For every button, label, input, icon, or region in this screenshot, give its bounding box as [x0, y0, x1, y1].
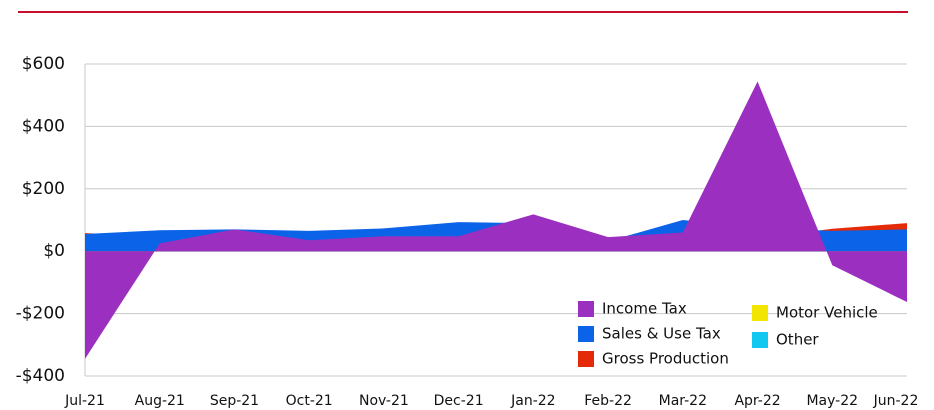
- legend-swatch: [578, 301, 594, 317]
- x-tick-label: Feb-22: [584, 393, 632, 409]
- y-tick-label: $0: [43, 241, 65, 261]
- y-tick-label: $400: [22, 116, 65, 136]
- x-tick-label: Jun-22: [873, 393, 919, 409]
- legend-label: Income Tax: [602, 300, 687, 318]
- x-tick-label: Mar-22: [659, 393, 707, 409]
- x-tick-label: May-22: [806, 393, 858, 409]
- x-tick-label: Oct-21: [286, 393, 333, 409]
- x-tick-label: Aug-21: [135, 393, 185, 409]
- x-tick-label: Dec-21: [434, 393, 484, 409]
- legend-swatch: [752, 332, 768, 348]
- y-tick-label: $600: [22, 54, 65, 74]
- x-tick-label: Apr-22: [734, 393, 780, 409]
- x-tick-label: Jan-22: [510, 393, 555, 409]
- y-tick-label: -$200: [16, 304, 65, 324]
- y-tick-label: -$400: [16, 366, 65, 386]
- legend-swatch: [752, 305, 768, 321]
- area: [85, 81, 907, 359]
- legend-label: Gross Production: [602, 350, 729, 368]
- legend-label: Sales & Use Tax: [602, 325, 721, 343]
- legend-label: Other: [776, 331, 819, 349]
- x-tick-label: Nov-21: [359, 393, 409, 409]
- legend-swatch: [578, 351, 594, 367]
- x-tick-label: Sep-21: [210, 393, 259, 409]
- legend-label: Motor Vehicle: [776, 304, 878, 322]
- legend-swatch: [578, 326, 594, 342]
- y-tick-label: $200: [22, 179, 65, 199]
- x-tick-label: Jul-21: [64, 393, 105, 409]
